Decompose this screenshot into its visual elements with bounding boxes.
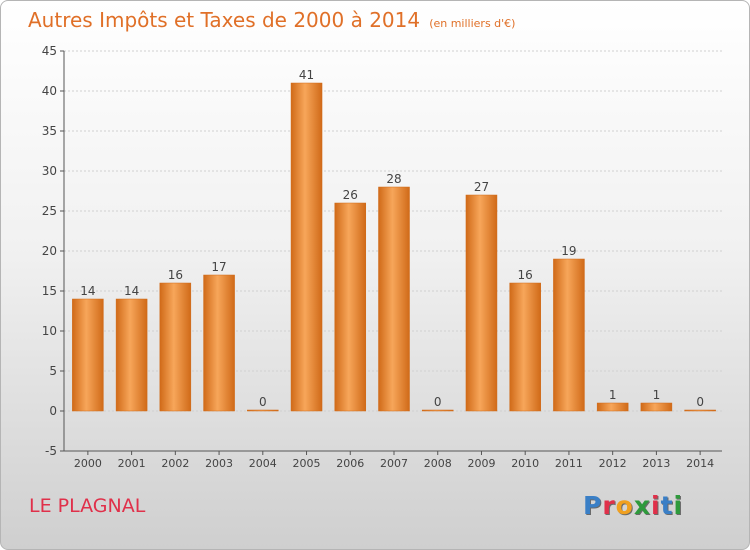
logo-letter: i — [673, 491, 684, 520]
y-tick-label: 25 — [42, 204, 57, 218]
bar-2010 — [509, 282, 541, 412]
value-label-2014: 0 — [696, 395, 704, 409]
town-name: LE PLAGNAL — [29, 495, 146, 517]
value-label-2011: 19 — [561, 244, 576, 258]
y-tick-label: 0 — [49, 404, 57, 418]
value-label-2010: 16 — [518, 268, 533, 282]
value-label-2004: 0 — [259, 395, 267, 409]
bar-2012 — [596, 402, 629, 412]
value-label-2012: 1 — [609, 388, 617, 402]
y-tick-label: 45 — [42, 44, 57, 58]
x-tick-label-2002: 2002 — [161, 457, 189, 470]
value-label-2006: 26 — [343, 188, 358, 202]
value-label-2000: 14 — [80, 284, 95, 298]
y-tick-label: 5 — [49, 364, 57, 378]
x-tick-label-2003: 2003 — [205, 457, 233, 470]
bars — [72, 82, 716, 412]
y-tick-label: -5 — [45, 444, 57, 458]
bar-2007 — [378, 186, 410, 412]
logo-letter: o — [615, 491, 634, 520]
axes — [60, 50, 722, 455]
logo-letter: P — [583, 491, 603, 520]
logo-letter: i — [651, 491, 661, 520]
y-tick-label: 10 — [42, 324, 57, 338]
y-tick-label: 20 — [42, 244, 57, 258]
x-tick-label-2013: 2013 — [642, 457, 670, 470]
value-label-2005: 41 — [299, 68, 314, 82]
chart-title: Autres Impôts et Taxes de 2000 à 2014 (e… — [28, 8, 515, 32]
y-tick-label: 15 — [42, 284, 57, 298]
bar-2002 — [159, 282, 192, 412]
x-tick-label-2008: 2008 — [424, 457, 452, 470]
x-tick-label-2001: 2001 — [118, 457, 146, 470]
labels: -505101520253035404514200014200116200217… — [42, 44, 714, 470]
bar-2005 — [290, 82, 323, 412]
y-tick-label: 35 — [42, 124, 57, 138]
bar-2003 — [203, 274, 235, 412]
bar-2004 — [247, 409, 279, 412]
value-label-2002: 16 — [168, 268, 183, 282]
bar-2000 — [72, 298, 104, 412]
value-label-2009: 27 — [474, 180, 489, 194]
value-label-2001: 14 — [124, 284, 139, 298]
unit-label: (en milliers d'€) — [429, 17, 516, 30]
logo-letter: r — [602, 491, 616, 520]
y-tick-label: 30 — [42, 164, 57, 178]
bar-2008 — [421, 409, 454, 412]
x-tick-label-2000: 2000 — [74, 457, 102, 470]
y-tick-label: 40 — [42, 84, 57, 98]
bar-2009 — [465, 194, 498, 412]
bar-2011 — [553, 258, 585, 412]
x-tick-label-2014: 2014 — [686, 457, 714, 470]
x-tick-label-2004: 2004 — [249, 457, 277, 470]
x-tick-label-2006: 2006 — [336, 457, 364, 470]
x-tick-label-2011: 2011 — [555, 457, 583, 470]
value-label-2008: 0 — [434, 395, 442, 409]
proxiti-logo: Proxiti — [583, 491, 683, 520]
bar-2014 — [684, 409, 716, 412]
value-label-2003: 17 — [211, 260, 226, 274]
logo-letter: x — [633, 491, 651, 520]
x-tick-label-2012: 2012 — [599, 457, 627, 470]
bar-2001 — [115, 298, 148, 412]
bar-2006 — [334, 202, 367, 412]
x-tick-label-2005: 2005 — [293, 457, 321, 470]
x-tick-label-2010: 2010 — [511, 457, 539, 470]
bar-2013 — [640, 402, 673, 412]
logo-letter: t — [660, 491, 674, 520]
value-label-2013: 1 — [653, 388, 661, 402]
x-tick-label-2009: 2009 — [467, 457, 495, 470]
x-tick-label-2007: 2007 — [380, 457, 408, 470]
value-label-2007: 28 — [386, 172, 401, 186]
title-text: Autres Impôts et Taxes de 2000 à 2014 — [28, 8, 421, 32]
